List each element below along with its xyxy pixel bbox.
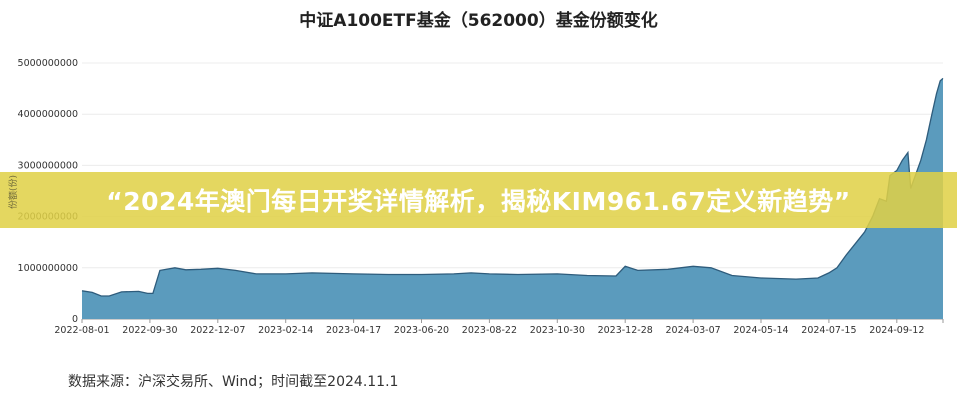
x-tick-label: 2023-12-28 [598,325,653,336]
x-tick-label: 2024-07-15 [801,325,856,336]
x-tick-label: 2023-10-30 [530,325,585,336]
x-tick-label: 2023-08-22 [462,325,517,336]
headline-banner: “2024年澳门每日开奖详情解析，揭秘KIM961.67定义新趋势” [0,172,957,228]
x-tick-label: 2023-02-14 [258,325,313,336]
series-line [81,77,944,297]
banner-text: “2024年澳门每日开奖详情解析，揭秘KIM961.67定义新趋势” [106,187,851,216]
series-area [82,78,943,320]
y-axis-label: 份额(份) [9,174,19,210]
y-tick-label: 5000000000 [18,58,78,69]
chart-title: 中证A100ETF基金（562000）基金份额变化 [299,11,658,31]
x-tick-label: 2024-03-07 [665,325,720,336]
x-tick-label: 2022-09-30 [122,325,177,336]
x-tick-label: 2024-05-14 [733,325,788,336]
y-tick-label: 1000000000 [18,263,78,274]
source-note: 数据来源：沪深交易所、Wind；时间截至2024.11.1 [68,374,399,390]
x-tick-label: 2023-04-17 [326,325,381,336]
y-tick-label: 3000000000 [18,160,78,171]
x-axis: 2022-08-01 2022-09-30 2022-12-07 2023-02-14… [54,319,944,336]
y-tick-label: 0 [72,314,78,325]
x-tick-label: 2022-12-07 [190,325,245,336]
x-tick-label: 2022-08-01 [54,325,109,336]
x-tick-label: 2023-06-20 [394,325,449,336]
y-tick-label: 4000000000 [18,109,78,120]
x-tick-label: 2024-09-12 [869,325,924,336]
